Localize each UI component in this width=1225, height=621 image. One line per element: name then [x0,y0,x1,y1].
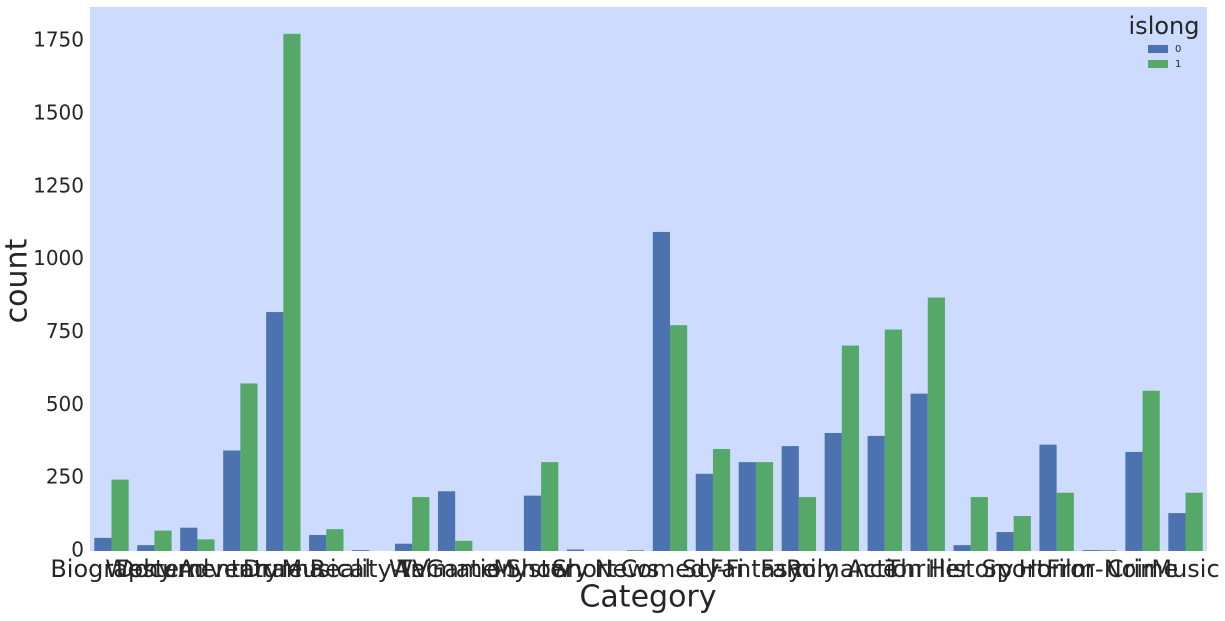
x-tick-label: Mystery [493,555,589,583]
bar [1039,444,1057,551]
x-tick-label: Thriller [885,555,971,583]
bar [455,540,473,551]
bar [669,325,688,551]
bar [283,33,301,551]
bar [154,530,172,551]
bar [566,549,585,551]
bar [1125,451,1143,551]
bar [1142,390,1160,551]
y-axis-label: count [0,238,35,323]
x-tick-label: Adventure [178,555,302,583]
bar [1185,492,1203,551]
bar [712,449,731,551]
legend-swatch [1148,60,1168,68]
x-tick-label: Animation [394,555,516,583]
x-tick-label: Romance [786,555,898,583]
bar [352,550,370,551]
legend-label: 1 [1175,59,1181,70]
bar [180,527,198,551]
bar [326,529,344,551]
bar [94,537,112,551]
bar [541,462,559,551]
bar [996,532,1014,551]
y-tick-label: 500 [46,392,84,416]
x-tick-label: Family [760,555,837,583]
x-tick-label: Music [1151,555,1219,583]
y-tick-label: 1500 [33,100,84,124]
x-tick-label: Documentary [116,555,279,583]
bar [781,446,799,551]
bar [884,329,902,551]
x-tick-label: News [595,555,660,583]
bar [798,497,817,551]
y-tick-label: 1250 [33,173,84,197]
x-tick-label: Game-Show [426,555,571,583]
bar [755,462,774,551]
bar [695,473,713,551]
legend-label: 0 [1175,44,1181,55]
bar [867,435,885,551]
bar [953,545,971,551]
x-tick-label: Comedy [620,555,719,583]
x-tick-label: Sci-Fi [682,555,744,583]
x-tick-label: Action [847,555,922,583]
y-tick-label: 1000 [33,246,84,270]
bar [137,545,155,551]
y-tick-label: 750 [46,319,84,343]
x-tick-label: War [389,555,436,583]
x-tick-label: Western [105,555,203,583]
legend-title: islong [1129,12,1200,40]
bar [395,543,413,551]
x-tick-label: Short [552,555,616,583]
bar [841,345,860,551]
y-tick-label: 0 [71,538,84,562]
x-tick-label: Horror [1019,555,1095,583]
x-tick-label: Drama [243,555,324,583]
bar [240,383,258,551]
bar [1099,550,1117,551]
bar [523,495,542,551]
bar [309,534,327,551]
bar [111,479,129,551]
bar [437,491,456,551]
bar [970,497,988,551]
bar [824,432,842,551]
legend-swatch [1148,45,1168,53]
x-axis-label: Category [579,580,716,615]
bar [627,550,645,551]
x-tick-label: Film-Noir [1046,555,1153,583]
x-tick-label: Sport [981,555,1045,583]
bar [927,297,945,551]
bar [1168,513,1186,551]
x-tick-label: Reality-TV [310,555,430,583]
bar [738,462,756,551]
y-tick-label: 250 [46,465,84,489]
bar [910,393,928,551]
x-tick-label: History [928,555,1013,583]
x-tick-label: Biography [50,555,172,583]
bar [1013,516,1031,551]
bar [652,231,670,551]
x-tick-label: Crime [1107,555,1178,583]
x-tick-label: Musical [281,555,371,583]
bar [223,450,241,551]
bar [197,539,215,551]
bar [266,312,284,551]
bar [1082,550,1100,551]
y-tick-label: 1750 [33,28,84,52]
bar [412,497,430,551]
x-tick-label: Fantasy [710,555,802,583]
bar [1056,492,1074,551]
